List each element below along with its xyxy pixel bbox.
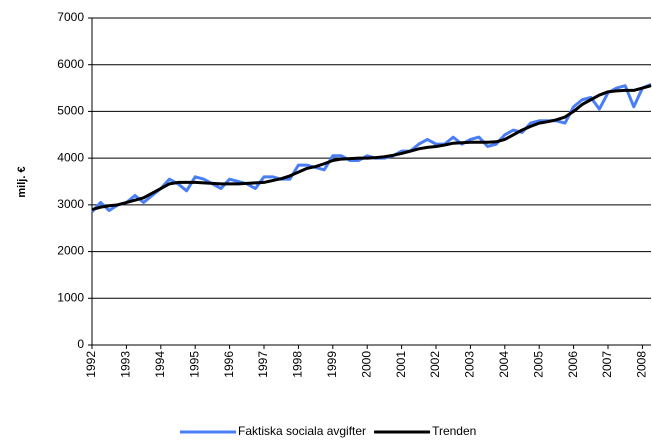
x-tick-label: 2007 — [600, 351, 614, 378]
y-axis-label: milj. € — [16, 166, 28, 197]
y-tick-label: 7000 — [57, 10, 84, 24]
y-tick-label: 0 — [77, 337, 84, 351]
y-tick-label: 6000 — [57, 57, 84, 71]
data-line — [91, 84, 652, 211]
legend-label: Faktiska sociala avgifter — [238, 424, 366, 438]
x-tick-label: 2002 — [428, 351, 442, 378]
x-tick-label: 1993 — [119, 351, 133, 378]
x-tick-label: 2006 — [566, 351, 580, 378]
legend-label: Trenden — [432, 424, 476, 438]
y-tick-label: 2000 — [57, 244, 84, 258]
x-tick-label: 2008 — [635, 351, 649, 378]
x-tick-label: 1997 — [256, 351, 270, 378]
x-tick-label: 2005 — [531, 351, 545, 378]
x-tick-label: 1998 — [291, 351, 305, 378]
x-tick-label: 2001 — [394, 351, 408, 378]
x-tick-label: 1994 — [153, 351, 167, 378]
x-tick-label: 1999 — [325, 351, 339, 378]
x-tick-label: 1992 — [84, 351, 98, 378]
y-tick-label: 3000 — [57, 197, 84, 211]
x-tick-label: 1995 — [187, 351, 201, 378]
data-line — [90, 82, 652, 213]
x-tick-label: 2000 — [359, 351, 373, 378]
x-tick-label: 2004 — [497, 351, 511, 378]
x-tick-label: 1996 — [222, 351, 236, 378]
x-tick-label: 2003 — [463, 351, 477, 378]
y-tick-label: 1000 — [57, 290, 84, 304]
y-tick-label: 4000 — [57, 150, 84, 164]
y-tick-label: 5000 — [57, 104, 84, 118]
